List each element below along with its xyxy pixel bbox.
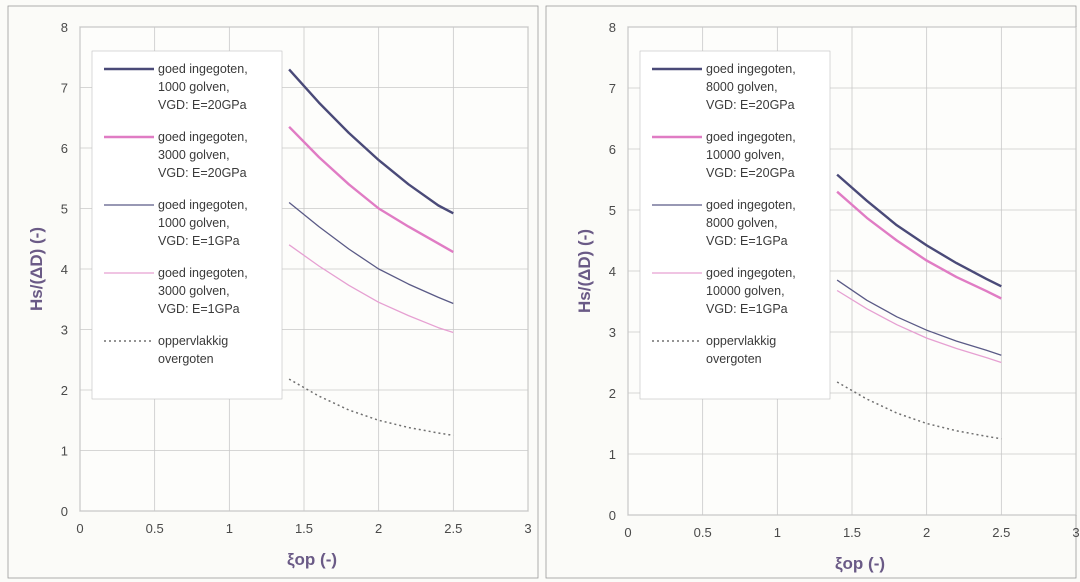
x-tick-label: 1 <box>226 521 233 536</box>
y-tick-label: 4 <box>609 264 616 279</box>
y-tick-label: 5 <box>61 202 68 217</box>
x-tick-label: 1.5 <box>295 521 313 536</box>
x-tick-label: 3 <box>1072 525 1079 540</box>
chart-panel-2: 0 0.5 1 1.5 2 2.5 3 0 1 2 3 4 5 6 7 8 ξop (-) Hs/(ΔD) (-)… <box>545 5 1080 579</box>
legend-label-4: goed ingegoten, <box>158 266 248 280</box>
y-tick-label: 0 <box>609 508 616 523</box>
legend-label-4: goed ingegoten, <box>706 266 796 280</box>
series-line-5 <box>836 381 1002 440</box>
legend-label-2: 10000 golven, <box>706 148 785 162</box>
y-tick-label: 3 <box>609 325 616 340</box>
legend-box <box>639 50 831 400</box>
legend-label-2: goed ingegoten, <box>706 130 796 144</box>
legend-label-3: VGD: E=1GPa <box>158 234 240 248</box>
x-tick-label: 2 <box>375 521 382 536</box>
legend-label-5: overgoten <box>158 352 214 366</box>
x-tick-label: 0 <box>624 525 631 540</box>
y-tick-label: 1 <box>609 447 616 462</box>
x-axis-label: ξop (-) <box>835 554 885 573</box>
legend-label-4: VGD: E=1GPa <box>706 302 788 316</box>
x-tick-label: 1.5 <box>843 525 861 540</box>
series-line-1 <box>288 68 454 215</box>
legend-label-5: overgoten <box>706 352 762 366</box>
y-tick-label: 7 <box>609 81 616 96</box>
y-tick-label: 2 <box>609 386 616 401</box>
legend-label-4: 3000 golven, <box>158 284 230 298</box>
legend-label-4: 10000 golven, <box>706 284 785 298</box>
series-line-3 <box>836 279 1002 356</box>
legend-label-1: VGD: E=20GPa <box>706 98 795 112</box>
y-axis-label: Hs/(ΔD) (-) <box>575 229 594 313</box>
legend: goed ingegoten, 1000 golven, VGD: E=20GPa g… <box>91 50 283 400</box>
y-tick-label: 0 <box>61 504 68 519</box>
legend-label-3: goed ingegoten, <box>706 198 796 212</box>
series-line-1 <box>836 173 1002 288</box>
series-line-3 <box>288 201 454 305</box>
y-tick-label: 2 <box>61 383 68 398</box>
y-tick-label: 3 <box>61 323 68 338</box>
legend-label-3: VGD: E=1GPa <box>706 234 788 248</box>
legend-label-1: goed ingegoten, <box>158 62 248 76</box>
legend-label-2: 3000 golven, <box>158 148 230 162</box>
legend-label-2: VGD: E=20GPa <box>706 166 795 180</box>
x-tick-label: 2 <box>923 525 930 540</box>
chart-panel-1: 0 0.5 1 1.5 2 2.5 3 0 1 2 3 4 5 6 7 8 ξop (-) Hs/(ΔD) (-)… <box>7 5 539 579</box>
series-line-2 <box>288 125 454 254</box>
legend-label-1: 8000 golven, <box>706 80 778 94</box>
legend-label-3: 1000 golven, <box>158 216 230 230</box>
x-tick-label: 2.5 <box>992 525 1010 540</box>
x-tick-label: 3 <box>524 521 531 536</box>
x-tick-label: 1 <box>774 525 781 540</box>
legend-label-2: VGD: E=20GPa <box>158 166 247 180</box>
legend-label-1: 1000 golven, <box>158 80 230 94</box>
series-line-2 <box>836 190 1002 300</box>
legend-label-4: VGD: E=1GPa <box>158 302 240 316</box>
legend-label-5: oppervlakkig <box>158 334 228 348</box>
y-tick-label: 6 <box>61 141 68 156</box>
legend-label-5: oppervlakkig <box>706 334 776 348</box>
legend-label-2: goed ingegoten, <box>158 130 248 144</box>
legend-box <box>91 50 283 400</box>
x-axis-label: ξop (-) <box>287 550 337 569</box>
legend: goed ingegoten, 8000 golven, VGD: E=20GPa g… <box>639 50 831 400</box>
x-tick-label: 0 <box>76 521 83 536</box>
series-line-4 <box>836 289 1002 364</box>
y-tick-label: 1 <box>61 444 68 459</box>
legend-label-1: VGD: E=20GPa <box>158 98 247 112</box>
x-tick-label: 0.5 <box>146 521 164 536</box>
panel-frame <box>7 5 539 579</box>
y-tick-label: 8 <box>609 20 616 35</box>
legend-label-3: 8000 golven, <box>706 216 778 230</box>
series-line-4 <box>288 244 454 334</box>
y-tick-label: 7 <box>61 81 68 96</box>
x-tick-label: 2.5 <box>444 521 462 536</box>
legend-label-3: goed ingegoten, <box>158 198 248 212</box>
legend-label-1: goed ingegoten, <box>706 62 796 76</box>
x-tick-label: 0.5 <box>694 525 712 540</box>
y-tick-label: 4 <box>61 262 68 277</box>
y-axis-label: Hs/(ΔD) (-) <box>27 227 46 311</box>
y-tick-label: 6 <box>609 142 616 157</box>
y-tick-label: 8 <box>61 20 68 35</box>
y-tick-label: 5 <box>609 203 616 218</box>
